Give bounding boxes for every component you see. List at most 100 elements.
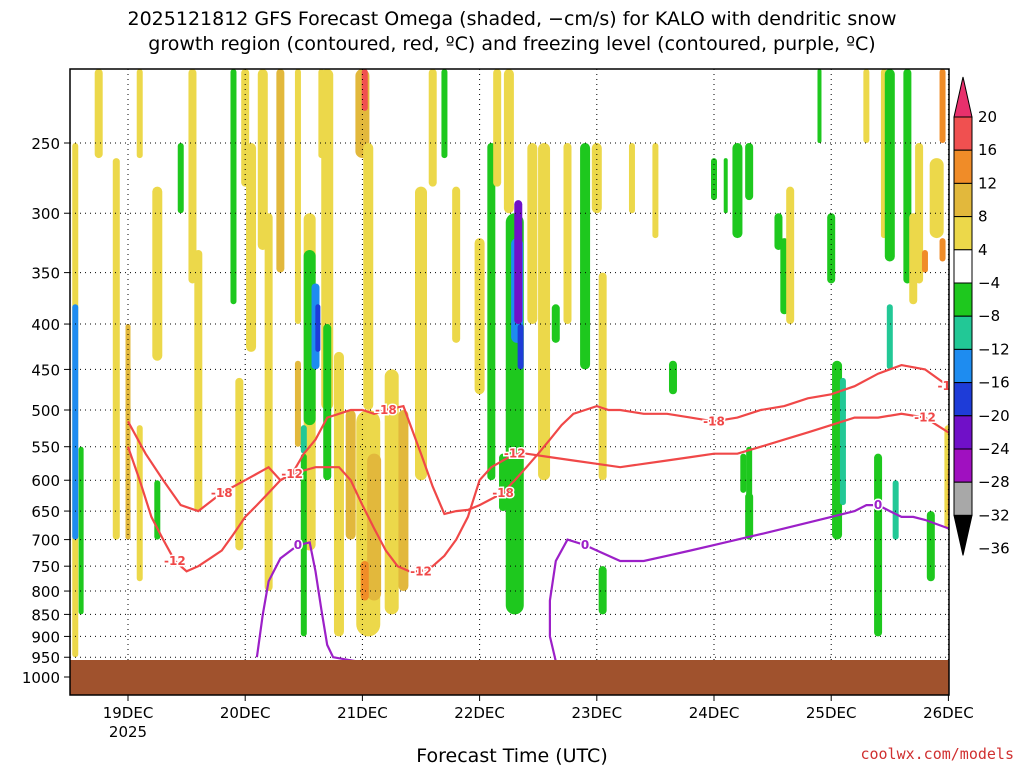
omega-cell (333, 351, 344, 637)
colorbar-label: −32 (978, 506, 1010, 524)
omega-cell (315, 304, 321, 352)
omega-cell (294, 360, 301, 447)
omega-cell (839, 377, 846, 506)
colorbar-label: −28 (978, 473, 1010, 491)
x-tick-label: 19DEC (103, 704, 154, 722)
dgz-minus12-contour-label: -12 (281, 467, 303, 481)
colorbar: 20 16 12 8 4 −4 −8 −12 −16 −20 −24 −28 −32 −36 (953, 76, 1010, 558)
omega-cell (323, 324, 332, 481)
y-tick-label: 850 (31, 606, 60, 624)
colorbar-swatch (953, 76, 973, 118)
freezing-level-contour-label: 0 (581, 538, 589, 552)
y-axis: 250 300 350 400 450 500 550 600 650 700 750 800 850 9… (22, 135, 70, 687)
omega-cell (246, 143, 257, 352)
x-tick-label: 26DEC (923, 704, 974, 722)
dgz-minus18-contour-label: -18 (492, 486, 514, 500)
colorbar-label: −36 (978, 540, 1010, 558)
omega-cell (257, 69, 268, 250)
omega-cell (321, 69, 334, 410)
omega-cell (514, 200, 523, 325)
y-tick-label: 600 (31, 472, 60, 490)
x-tick-label: 20DEC (220, 704, 271, 722)
omega-cell (939, 238, 946, 262)
omega-cell (94, 69, 103, 159)
omega-cell (746, 446, 753, 512)
omega-cell (235, 377, 244, 551)
omega-cell (264, 213, 273, 592)
colorbar-label: 12 (978, 174, 997, 192)
omega-cell (345, 410, 356, 540)
omega-cell (668, 360, 677, 395)
colorbar-swatch (953, 481, 973, 516)
omega-cell (886, 304, 893, 370)
omega-cell (276, 69, 285, 273)
omega-cell (493, 69, 502, 187)
omega-cell (598, 566, 607, 615)
x-tick-label: 21DEC (337, 704, 388, 722)
omega-cell (538, 143, 551, 481)
omega-cell (360, 561, 369, 601)
omega-cell (863, 69, 870, 143)
omega-cell (723, 158, 728, 214)
omega-cell (487, 143, 496, 481)
omega-cell (652, 143, 659, 239)
x-tick-label: 23DEC (572, 704, 623, 722)
omega-cell (745, 143, 754, 201)
colorbar-label: 16 (978, 141, 997, 159)
omega-cell (527, 143, 538, 325)
colorbar-swatch (953, 282, 973, 317)
omega-cell (363, 143, 374, 410)
colorbar-swatch (953, 116, 973, 151)
freezing-level-contour (255, 504, 949, 667)
colorbar-label: 8 (978, 208, 988, 226)
omega-cell (294, 69, 301, 325)
y-tick-label: 1000 (22, 669, 60, 687)
omega-cell (884, 69, 895, 262)
terrain-fill (70, 660, 949, 695)
y-tick-label: 800 (31, 583, 60, 601)
omega-cell (398, 410, 409, 592)
y-tick-label: 550 (31, 439, 60, 457)
y-tick-label: 650 (31, 503, 60, 521)
colorbar-label: −12 (978, 340, 1010, 358)
dgz-minus18-contour-label: -18 (211, 486, 233, 500)
freezing-level-contour-label: 0 (874, 498, 882, 512)
dgz-minus12-contour (126, 412, 949, 573)
omega-cell (136, 69, 143, 159)
x-axis-label: Forecast Time (UTC) (416, 745, 608, 767)
colorbar-label: −8 (978, 307, 1000, 325)
omega-cell (874, 453, 883, 637)
omega-cell (503, 69, 514, 214)
omega-cell (428, 69, 437, 187)
omega-cell (517, 324, 524, 370)
y-tick-label: 950 (31, 649, 60, 667)
y-tick-label: 350 (31, 265, 60, 283)
omega-cell (78, 446, 84, 615)
x-tick-sublabel: 2025 (109, 723, 147, 741)
colorbar-swatch (953, 249, 973, 284)
omega-cell (300, 425, 307, 454)
omega-cell (452, 186, 461, 343)
omega-cell (817, 69, 822, 143)
colorbar-label: −4 (978, 274, 1000, 292)
omega-cell (72, 304, 79, 540)
colorbar-label: 4 (978, 241, 988, 259)
omega-cell (892, 480, 899, 540)
colorbar-swatch (953, 448, 973, 483)
omega-cell (415, 186, 427, 481)
chart-subtitle: growth region (contoured, red, ºC) and f… (148, 33, 876, 55)
colorbar-label: 20 (978, 108, 997, 126)
y-tick-label: 900 (31, 628, 60, 646)
omega-cell (740, 453, 747, 493)
omega-cell (827, 213, 836, 284)
omega-cell (112, 158, 120, 540)
omega-cell (580, 143, 591, 370)
omega-cell (441, 69, 448, 159)
dgz-minus12-contour-label: -12 (504, 447, 526, 461)
credit-link[interactable]: coolwx.com/models (860, 745, 1014, 763)
omega-cell (177, 143, 184, 214)
colorbar-label: −24 (978, 440, 1010, 458)
omega-cell (732, 143, 743, 239)
